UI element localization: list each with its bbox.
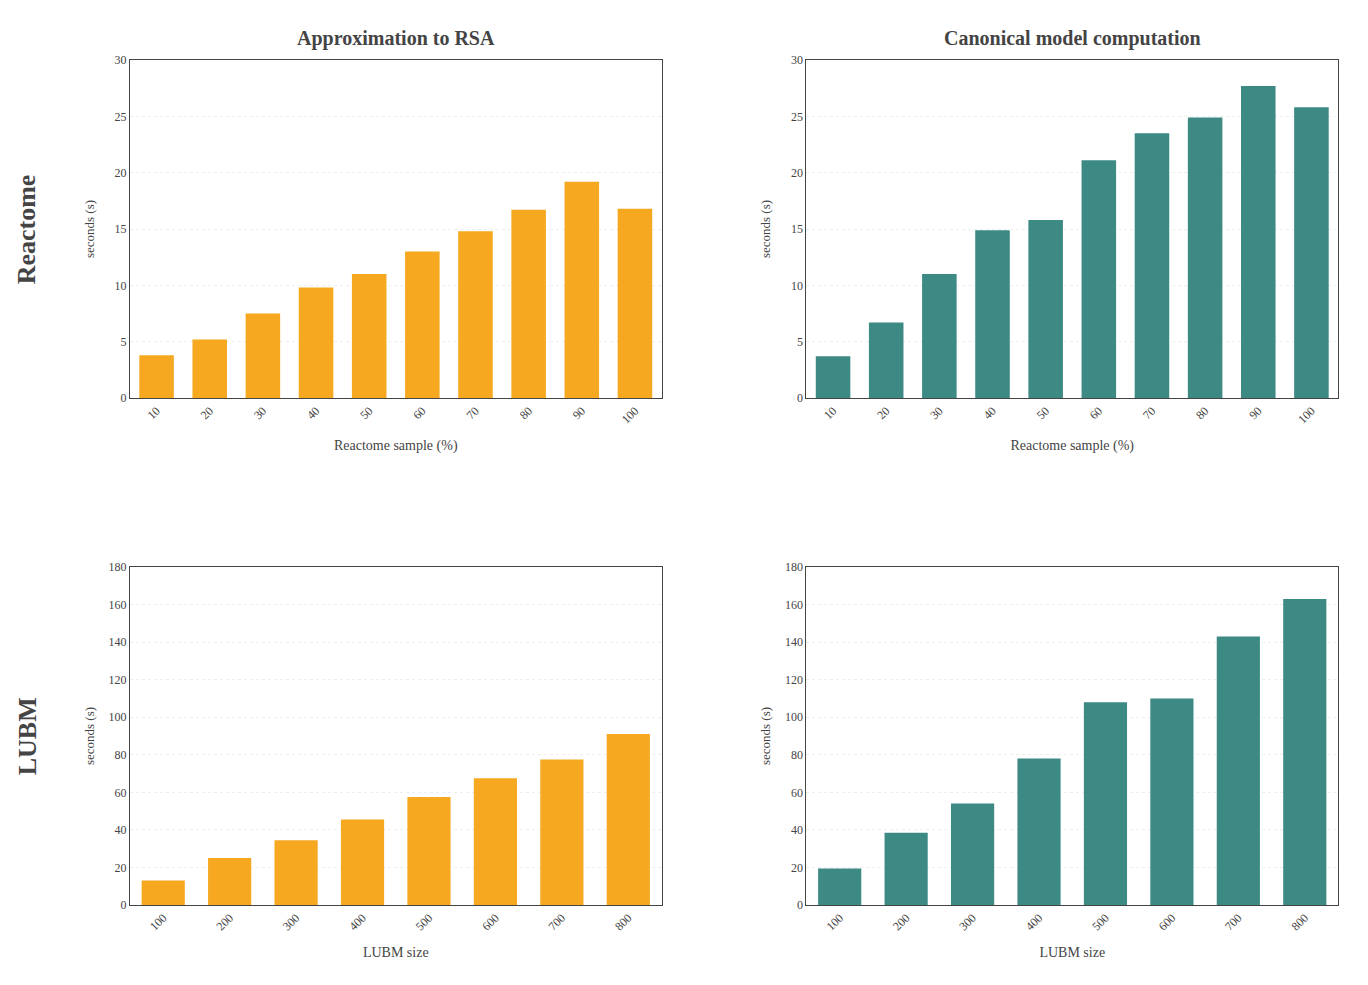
svg-text:0: 0 [797,898,803,912]
svg-text:20: 20 [874,404,892,422]
svg-text:500: 500 [413,911,436,934]
svg-text:20: 20 [791,861,803,875]
svg-text:10: 10 [145,404,163,422]
svg-text:Approximation to RSA: Approximation to RSA [297,27,495,50]
svg-text:800: 800 [612,911,635,934]
svg-text:20: 20 [198,404,216,422]
svg-text:25: 25 [115,110,127,124]
svg-text:160: 160 [109,598,127,612]
svg-text:20: 20 [791,166,803,180]
svg-text:600: 600 [1156,911,1179,934]
svg-text:200: 200 [890,911,913,934]
svg-text:LUBM size: LUBM size [363,945,429,960]
svg-text:seconds (s): seconds (s) [758,200,773,258]
svg-text:180: 180 [785,560,803,574]
svg-text:10: 10 [115,279,127,293]
svg-text:50: 50 [1034,404,1052,422]
svg-text:70: 70 [463,404,481,422]
svg-text:80: 80 [517,404,535,422]
svg-text:140: 140 [109,635,127,649]
svg-text:40: 40 [791,823,803,837]
svg-text:30: 30 [927,404,945,422]
svg-text:seconds (s): seconds (s) [758,707,773,765]
svg-text:100: 100 [1295,404,1318,427]
svg-text:80: 80 [791,748,803,762]
svg-text:100: 100 [823,911,846,934]
svg-text:200: 200 [213,911,236,934]
svg-text:100: 100 [147,911,170,934]
svg-text:5: 5 [121,335,127,349]
svg-text:300: 300 [956,911,979,934]
svg-text:LUBM: LUBM [13,697,42,775]
svg-text:180: 180 [109,560,127,574]
svg-text:30: 30 [791,53,803,67]
svg-text:60: 60 [410,404,428,422]
svg-text:20: 20 [115,166,127,180]
svg-text:20: 20 [115,861,127,875]
svg-text:60: 60 [1087,404,1105,422]
svg-text:Reactome sample (%): Reactome sample (%) [1010,438,1134,454]
svg-text:120: 120 [785,673,803,687]
svg-text:40: 40 [115,823,127,837]
svg-text:80: 80 [115,748,127,762]
svg-text:120: 120 [109,673,127,687]
svg-text:600: 600 [479,911,502,934]
svg-text:10: 10 [821,404,839,422]
svg-text:Reactome: Reactome [12,175,41,285]
svg-text:100: 100 [785,710,803,724]
svg-text:0: 0 [797,391,803,405]
svg-text:400: 400 [1023,911,1046,934]
svg-text:40: 40 [304,404,322,422]
svg-text:140: 140 [785,635,803,649]
svg-text:40: 40 [980,404,998,422]
svg-text:seconds (s): seconds (s) [82,200,97,258]
svg-text:60: 60 [115,786,127,800]
svg-text:seconds (s): seconds (s) [82,707,97,765]
svg-text:90: 90 [570,404,588,422]
svg-text:Canonical model computation: Canonical model computation [944,27,1201,50]
svg-text:0: 0 [121,391,127,405]
svg-text:800: 800 [1289,911,1312,934]
svg-text:80: 80 [1193,404,1211,422]
svg-text:60: 60 [791,786,803,800]
svg-text:15: 15 [115,222,127,236]
svg-text:300: 300 [280,911,303,934]
svg-text:25: 25 [791,110,803,124]
svg-text:70: 70 [1140,404,1158,422]
svg-text:30: 30 [251,404,269,422]
svg-text:5: 5 [797,335,803,349]
svg-text:15: 15 [791,222,803,236]
svg-text:700: 700 [1222,911,1245,934]
svg-text:500: 500 [1089,911,1112,934]
svg-text:10: 10 [791,279,803,293]
svg-text:700: 700 [546,911,569,934]
svg-text:100: 100 [109,710,127,724]
svg-text:160: 160 [785,598,803,612]
svg-text:0: 0 [121,898,127,912]
svg-text:50: 50 [357,404,375,422]
svg-text:LUBM size: LUBM size [1039,945,1105,960]
svg-text:Reactome sample (%): Reactome sample (%) [334,438,458,454]
svg-text:30: 30 [115,53,127,67]
svg-text:100: 100 [619,404,642,427]
svg-text:90: 90 [1246,404,1264,422]
svg-text:400: 400 [346,911,369,934]
